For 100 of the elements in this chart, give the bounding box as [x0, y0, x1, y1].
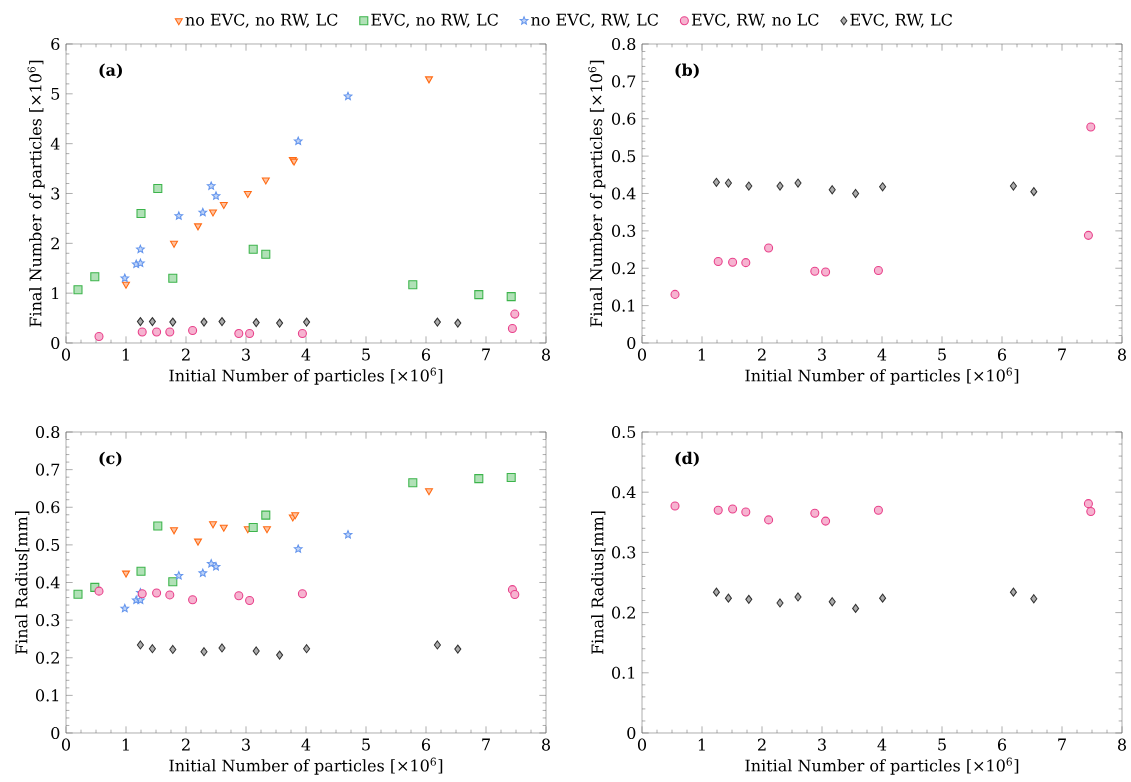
- point: [764, 243, 774, 253]
- point: [510, 309, 520, 319]
- point: [169, 644, 177, 655]
- point: [828, 597, 836, 607]
- y-tick-label: 0.4: [36, 576, 60, 589]
- point: [73, 589, 83, 599]
- x-axis-title: Initial Number of particles [×10$^{6}$]: [169, 757, 443, 775]
- x-tick-label: 6: [421, 348, 431, 361]
- x-tick-label: 3: [818, 348, 826, 361]
- point: [136, 640, 144, 650]
- point: [206, 559, 216, 568]
- x-tick-label: 6: [421, 738, 431, 751]
- point: [293, 136, 303, 145]
- point: [174, 571, 184, 580]
- point: [245, 328, 255, 339]
- point: [408, 478, 418, 488]
- point: [873, 265, 883, 276]
- annotation: (a): [99, 63, 122, 79]
- x-tick-label: 8: [1117, 738, 1127, 751]
- point: [425, 76, 434, 84]
- y-tick-label: 0.8: [612, 37, 636, 51]
- point: [94, 331, 104, 342]
- point: [209, 209, 218, 217]
- point: [852, 188, 860, 199]
- x-tick-label: 2: [758, 738, 766, 751]
- x-tick-label: 0: [61, 348, 71, 361]
- point: [153, 183, 163, 194]
- point: [200, 647, 208, 657]
- y-tick-label: 0.5: [612, 425, 636, 439]
- y-tick-label: 0.7: [36, 463, 60, 476]
- point: [810, 508, 820, 518]
- point: [122, 570, 130, 578]
- annotation: (d): [675, 451, 699, 467]
- point: [148, 644, 156, 654]
- x-tick-label: 8: [541, 738, 551, 751]
- y-tick-label: 1: [52, 287, 59, 300]
- point: [303, 644, 311, 654]
- point: [136, 258, 145, 268]
- x-tick-label: 1: [698, 348, 705, 361]
- point: [1083, 499, 1093, 509]
- y-tick-label: 0.1: [612, 299, 635, 312]
- x-axis-title: Initial Number of particles [×10$^{6}$]: [169, 367, 443, 385]
- x-tick-label: 3: [818, 738, 826, 751]
- point: [152, 327, 162, 337]
- point: [1030, 594, 1038, 604]
- y-tick-label: 0.1: [36, 689, 59, 702]
- y-tick-label: 6: [51, 37, 60, 51]
- x-tick-label: 5: [362, 348, 370, 361]
- point: [211, 191, 221, 200]
- y-tick-label: 2: [51, 237, 59, 250]
- point: [712, 177, 720, 187]
- y-axis-title: Final Number of particles [×10$^{6}$]: [588, 60, 606, 327]
- x-tick-label: 5: [938, 738, 946, 751]
- point: [276, 318, 284, 328]
- point: [1009, 181, 1017, 191]
- x-tick-label: 4: [301, 738, 311, 751]
- point: [218, 643, 226, 653]
- y-axis-title: Final Radius[mm]: [591, 511, 606, 655]
- point: [276, 650, 284, 660]
- point: [261, 510, 271, 520]
- point: [741, 507, 751, 517]
- point: [188, 595, 198, 605]
- point: [245, 596, 255, 606]
- point: [209, 521, 218, 529]
- point: [474, 474, 484, 484]
- y-tick-label: 0.1: [612, 666, 635, 679]
- legend-label: EVC, no RW, LC: [371, 13, 498, 28]
- point: [218, 317, 226, 327]
- y-tick-label: 0: [51, 726, 60, 740]
- point: [153, 521, 163, 531]
- point: [165, 327, 175, 337]
- point: [728, 504, 738, 514]
- point: [174, 211, 184, 220]
- point: [200, 317, 208, 327]
- annotation: (b): [675, 63, 699, 79]
- point: [248, 523, 258, 533]
- point: [248, 244, 258, 254]
- y-tick-label: 0.3: [36, 614, 60, 627]
- point: [137, 327, 147, 337]
- point: [297, 589, 307, 599]
- x-tick-label: 2: [182, 738, 190, 751]
- point: [454, 318, 462, 328]
- point: [506, 472, 516, 483]
- y-tick-label: 0.7: [612, 75, 636, 88]
- x-tick-label: 3: [242, 348, 250, 361]
- point: [293, 544, 303, 553]
- point: [152, 588, 162, 598]
- point: [670, 289, 680, 299]
- point: [745, 181, 753, 191]
- point: [168, 577, 178, 587]
- point: [122, 281, 131, 289]
- point: [136, 317, 144, 327]
- point: [1030, 187, 1038, 197]
- point: [170, 527, 179, 535]
- point: [1086, 122, 1096, 132]
- point: [219, 524, 228, 532]
- x-tick-label: 8: [541, 348, 551, 361]
- point: [724, 178, 732, 188]
- y-tick-label: 0.8: [36, 425, 60, 439]
- point: [261, 177, 270, 185]
